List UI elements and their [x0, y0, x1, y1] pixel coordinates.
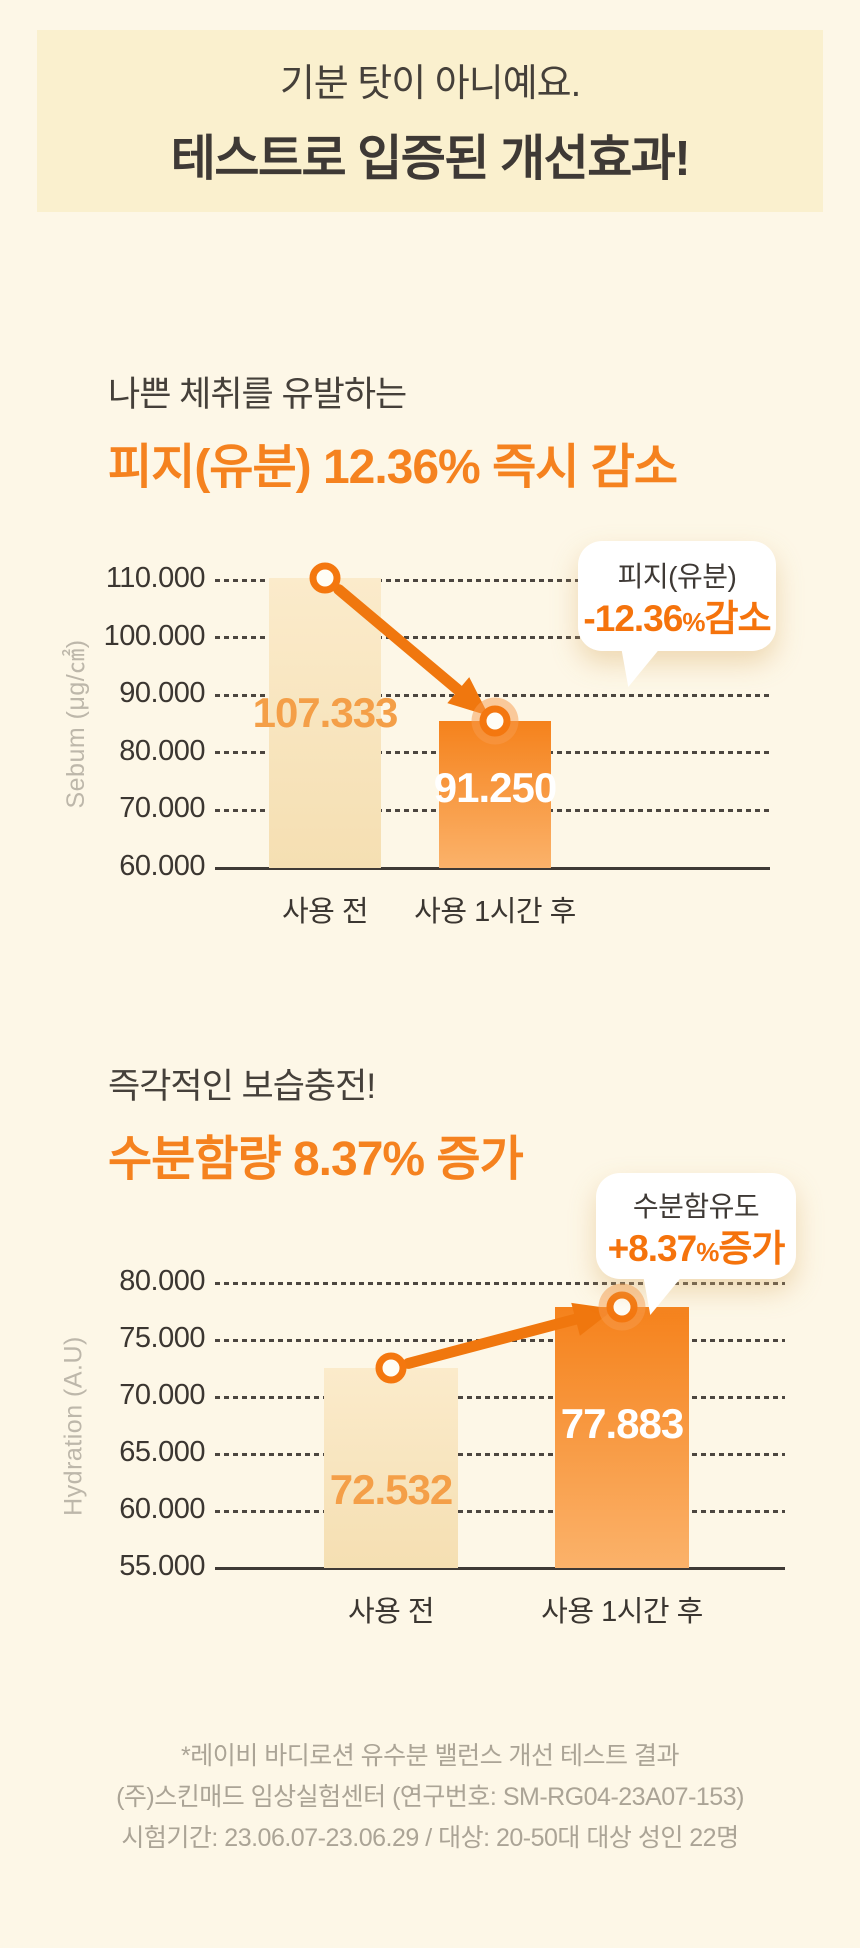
y-tick-label: 60.000	[119, 850, 205, 883]
gridline	[215, 1452, 785, 1456]
x-category-label: 사용 1시간 후	[414, 896, 576, 928]
bar-before	[269, 578, 381, 868]
x-axis-baseline	[215, 1566, 785, 1570]
bar-value-label: 77.883	[560, 1400, 684, 1447]
footnote-line: *레이비 바디로션 유수분 밸런스 개선 테스트 결과	[181, 1742, 679, 1770]
y-tick-label: 110.000	[105, 562, 206, 595]
x-category-label: 사용 1시간 후	[541, 1596, 703, 1628]
y-tick-label: 65.000	[119, 1436, 205, 1469]
gridline	[215, 751, 770, 755]
callout-bubble: 수분함유도 +8.37%증가	[596, 1173, 796, 1315]
sebum-section-title: 나쁜 체취를 유발하는 피지(유분) 12.36% 즉시 감소	[108, 366, 678, 497]
callout-bubble: 피지(유분) -12.36%감소	[578, 541, 776, 687]
gridline	[215, 636, 770, 640]
gridline	[215, 1338, 785, 1342]
bar-before	[324, 1368, 458, 1568]
data-point-marker	[309, 562, 341, 594]
footnote-line: 시험기간: 23.06.07-23.06.29 / 대상: 20-50대 대상 …	[121, 1824, 739, 1852]
sebum-section-subtitle: 나쁜 체취를 유발하는	[108, 375, 407, 414]
callout-tail	[620, 641, 666, 687]
bar-after	[439, 721, 551, 868]
gridline	[215, 808, 770, 812]
banner-title: 테스트로 입증된 개선효과!	[170, 132, 691, 186]
data-point-marker	[606, 1291, 638, 1323]
header-banner: 기분 탓이 아니예요. 테스트로 입증된 개선효과!	[37, 30, 823, 212]
x-category-label: 사용 전	[347, 1596, 435, 1628]
footnote: *레이비 바디로션 유수분 밸런스 개선 테스트 결과 (주)스킨매드 임상실험…	[0, 1736, 860, 1859]
data-point-marker	[375, 1352, 407, 1384]
hydration-section-subtitle: 즉각적인 보습충전!	[108, 1067, 376, 1106]
gridline	[215, 693, 770, 697]
bar-value-label: 91.250	[433, 764, 557, 811]
gridline	[215, 1509, 785, 1513]
x-category-label: 사용 전	[281, 896, 369, 928]
y-tick-label: 80.000	[119, 1265, 205, 1298]
hydration-section-title: 즉각적인 보습충전! 수분함량 8.37% 증가	[108, 1058, 524, 1189]
callout-title: 수분함유도	[632, 1191, 760, 1222]
sebum-y-axis-title: Sebum (μg/㎠)	[62, 639, 90, 809]
gridline	[215, 1395, 785, 1399]
gridline	[215, 1281, 785, 1285]
y-tick-label: 55.000	[119, 1550, 205, 1583]
bar-after	[555, 1307, 689, 1568]
bar-value-label: 72.532	[329, 1466, 453, 1513]
footnote-line: (주)스킨매드 임상실험센터 (연구번호: SM-RG04-23A07-153)	[116, 1783, 744, 1811]
data-point-marker	[479, 705, 511, 737]
x-axis-baseline	[215, 866, 770, 870]
y-tick-label: 60.000	[119, 1493, 205, 1526]
callout-change-value: -12.36%감소	[583, 598, 771, 639]
bar-value-label: 107.333	[252, 689, 399, 736]
hydration-y-axis-title: Hydration (A.U)	[59, 1336, 88, 1516]
callout-title: 피지(유분)	[617, 561, 737, 592]
y-tick-label: 75.000	[119, 1322, 205, 1355]
callout-change-value: +8.37%증가	[607, 1228, 786, 1269]
banner-subtitle: 기분 탓이 아니예요.	[279, 63, 581, 105]
hydration-section-headline: 수분함량 8.37% 증가	[108, 1133, 524, 1186]
gridline	[215, 578, 770, 582]
y-tick-label: 70.000	[119, 1379, 205, 1412]
callout-tail	[642, 1269, 688, 1315]
sebum-section-headline: 피지(유분) 12.36% 즉시 감소	[108, 441, 678, 494]
